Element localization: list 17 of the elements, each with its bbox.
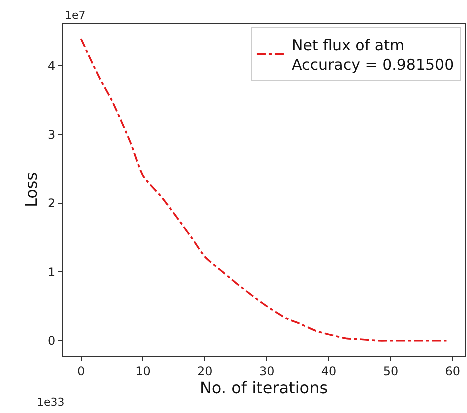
x-tick-label: 20 — [198, 364, 213, 378]
y-tick-label: 1 — [48, 265, 56, 280]
y-tick-label: 4 — [48, 59, 56, 74]
legend-label: Net flux of atm Accuracy = 0.981500 — [292, 36, 454, 74]
x-tick-label: 10 — [136, 364, 151, 378]
x-axis-title: No. of iterations — [200, 378, 328, 398]
text: 1e33 — [37, 396, 65, 409]
x-tick-label: 60 — [445, 364, 461, 378]
text: 1e7 — [65, 9, 86, 22]
x-tick-label: 50 — [383, 364, 399, 378]
x-tick-label: 40 — [321, 364, 337, 378]
x-tick-label: 30 — [259, 364, 275, 378]
y-tick-label: 0 — [48, 334, 56, 348]
y-tick-label: 3 — [48, 128, 56, 142]
y-axis-title: Loss — [22, 172, 41, 208]
x-tick-label: 0 — [77, 364, 86, 378]
y-tick-label: 2 — [48, 196, 56, 211]
